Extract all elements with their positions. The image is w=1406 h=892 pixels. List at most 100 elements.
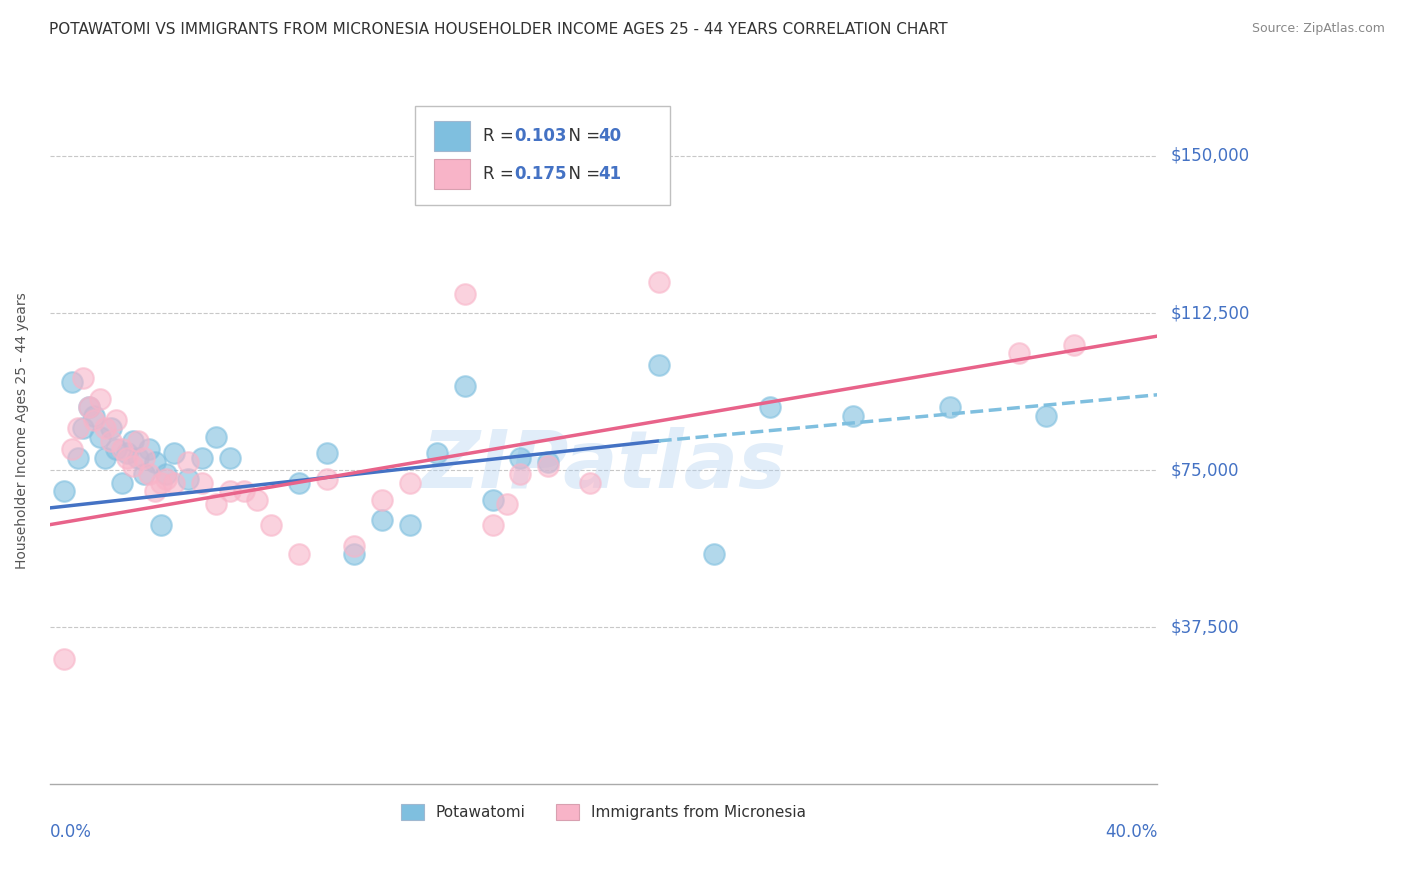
Point	[398, 475, 420, 490]
Point	[1035, 409, 1057, 423]
Text: 0.0%: 0.0%	[49, 823, 91, 841]
Point	[648, 275, 671, 289]
Point	[481, 492, 503, 507]
FancyBboxPatch shape	[434, 160, 470, 189]
Y-axis label: Householder Income Ages 25 - 44 years: Householder Income Ages 25 - 44 years	[15, 293, 30, 569]
Point	[89, 392, 111, 406]
Point	[232, 484, 254, 499]
Point	[52, 484, 75, 499]
Text: 0.103: 0.103	[513, 128, 567, 145]
Point	[94, 421, 117, 435]
Point	[509, 450, 531, 465]
Point	[83, 409, 105, 423]
Point	[205, 497, 228, 511]
Point	[117, 446, 139, 460]
Point	[66, 450, 89, 465]
Point	[122, 458, 145, 473]
Point	[205, 430, 228, 444]
Point	[72, 421, 94, 435]
Point	[143, 484, 166, 499]
FancyBboxPatch shape	[415, 106, 669, 204]
Point	[218, 450, 240, 465]
Text: N =: N =	[558, 165, 606, 183]
Point	[495, 497, 517, 511]
Point	[149, 517, 172, 532]
Point	[163, 446, 186, 460]
Text: R =: R =	[482, 128, 519, 145]
Point	[938, 401, 960, 415]
Text: 0.175: 0.175	[513, 165, 567, 183]
Point	[111, 442, 134, 457]
Text: POTAWATOMI VS IMMIGRANTS FROM MICRONESIA HOUSEHOLDER INCOME AGES 25 - 44 YEARS C: POTAWATOMI VS IMMIGRANTS FROM MICRONESIA…	[49, 22, 948, 37]
Point	[509, 467, 531, 482]
Point	[578, 475, 600, 490]
Point	[315, 472, 337, 486]
Point	[260, 517, 283, 532]
Point	[288, 547, 311, 561]
Point	[1063, 337, 1085, 351]
Point	[127, 450, 149, 465]
Point	[288, 475, 311, 490]
Point	[481, 517, 503, 532]
Text: 40.0%: 40.0%	[1105, 823, 1157, 841]
Point	[105, 442, 128, 457]
Point	[1008, 346, 1031, 360]
Point	[218, 484, 240, 499]
Text: N =: N =	[558, 128, 606, 145]
Point	[371, 492, 394, 507]
Point	[77, 401, 100, 415]
Point	[111, 475, 134, 490]
Point	[155, 467, 177, 482]
Text: ZIPatlas: ZIPatlas	[420, 427, 786, 505]
Point	[100, 434, 122, 448]
Text: $150,000: $150,000	[1171, 147, 1250, 165]
Point	[426, 446, 449, 460]
Text: $75,000: $75,000	[1171, 461, 1240, 479]
Point	[100, 421, 122, 435]
Point	[122, 434, 145, 448]
Point	[138, 467, 160, 482]
Point	[94, 450, 117, 465]
Point	[72, 371, 94, 385]
Point	[454, 287, 477, 301]
Point	[143, 455, 166, 469]
Point	[191, 450, 214, 465]
Point	[177, 455, 200, 469]
Point	[371, 514, 394, 528]
Point	[138, 442, 160, 457]
FancyBboxPatch shape	[434, 121, 470, 151]
Legend: Potawatomi, Immigrants from Micronesia: Potawatomi, Immigrants from Micronesia	[395, 798, 813, 826]
Point	[77, 401, 100, 415]
Point	[398, 517, 420, 532]
Text: $37,500: $37,500	[1171, 618, 1240, 636]
Point	[841, 409, 863, 423]
Point	[343, 539, 366, 553]
Point	[648, 359, 671, 373]
Point	[155, 472, 177, 486]
Text: $112,500: $112,500	[1171, 304, 1250, 322]
Point	[703, 547, 725, 561]
Point	[537, 458, 560, 473]
Point	[246, 492, 269, 507]
Text: R =: R =	[482, 165, 519, 183]
Text: 40: 40	[598, 128, 621, 145]
Point	[191, 475, 214, 490]
Point	[117, 450, 139, 465]
Point	[132, 450, 155, 465]
Point	[60, 442, 83, 457]
Point	[163, 475, 186, 490]
Point	[83, 413, 105, 427]
Point	[89, 430, 111, 444]
Point	[105, 413, 128, 427]
Point	[758, 401, 780, 415]
Point	[454, 379, 477, 393]
Point	[537, 455, 560, 469]
Point	[132, 467, 155, 482]
Text: 41: 41	[598, 165, 621, 183]
Point	[127, 434, 149, 448]
Point	[52, 652, 75, 666]
Point	[66, 421, 89, 435]
Point	[60, 376, 83, 390]
Text: Source: ZipAtlas.com: Source: ZipAtlas.com	[1251, 22, 1385, 36]
Point	[343, 547, 366, 561]
